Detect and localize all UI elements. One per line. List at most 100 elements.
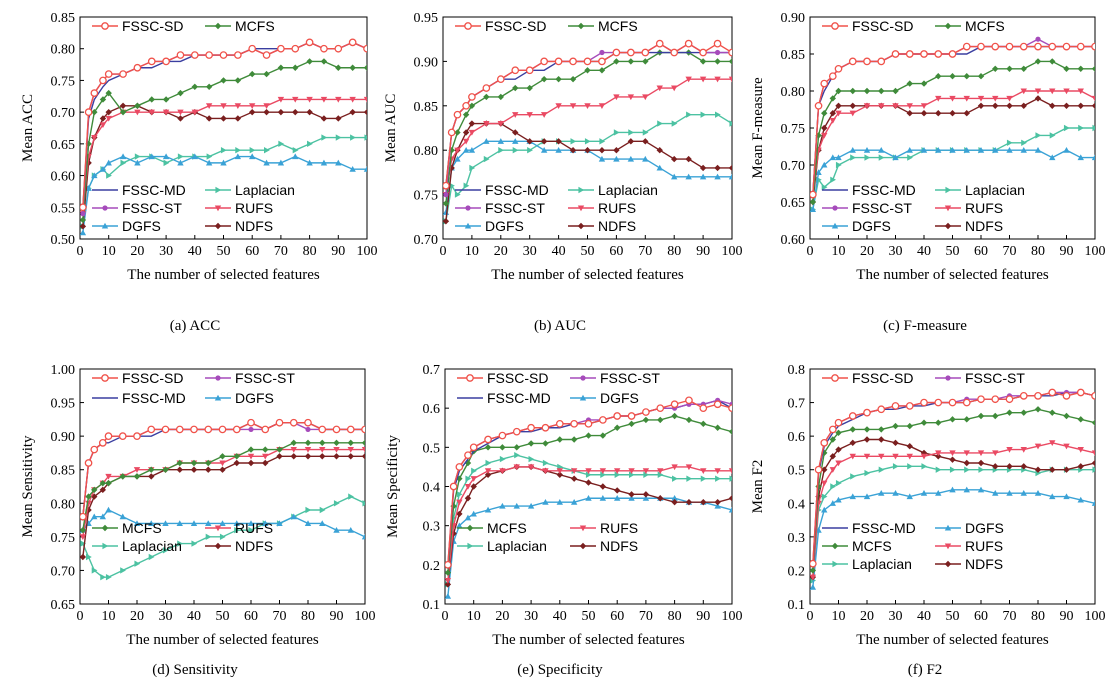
series-layer bbox=[445, 396, 732, 599]
point-fssc-sd bbox=[80, 512, 87, 521]
point-fssc-sd bbox=[728, 48, 732, 57]
point-dgfs bbox=[513, 502, 520, 509]
point-rufs bbox=[247, 453, 255, 460]
legend-item-rufs: RUFS bbox=[935, 538, 1003, 554]
point-fssc-sd bbox=[612, 48, 621, 57]
point-fssc-sd bbox=[161, 425, 170, 434]
point-laplacian bbox=[1006, 139, 1013, 146]
point-fssc-st bbox=[80, 211, 86, 217]
point-laplacian bbox=[249, 147, 256, 154]
point-rufs bbox=[191, 109, 198, 116]
x-tick-label: 30 bbox=[159, 244, 173, 259]
point-laplacian bbox=[585, 471, 592, 478]
legend-marker bbox=[831, 22, 839, 30]
point-mcfs bbox=[306, 58, 313, 65]
panel-caption: (a) ACC bbox=[170, 318, 220, 334]
x-tick-label: 40 bbox=[188, 244, 202, 259]
point-rufs bbox=[85, 153, 92, 160]
point-fssc-sd bbox=[261, 425, 270, 434]
point-laplacian bbox=[949, 466, 956, 473]
point-dgfs bbox=[277, 159, 285, 166]
point-fssc-sd bbox=[814, 101, 823, 110]
legend-item-fssc-sd: FSSC-SD bbox=[92, 370, 183, 386]
point-dgfs bbox=[1077, 154, 1084, 161]
point-ndfs bbox=[935, 110, 942, 117]
point-rufs bbox=[627, 94, 635, 101]
y-tick-label: 1.00 bbox=[51, 363, 76, 378]
point-ndfs bbox=[247, 459, 255, 467]
point-mcfs bbox=[570, 436, 578, 443]
x-tick-label: 10 bbox=[102, 609, 116, 624]
point-laplacian bbox=[671, 120, 678, 127]
legend-marker bbox=[466, 524, 474, 532]
point-fssc-sd bbox=[583, 57, 592, 66]
point-dgfs bbox=[935, 490, 942, 496]
point-ndfs bbox=[570, 475, 578, 482]
point-rufs bbox=[555, 103, 562, 109]
point-laplacian bbox=[672, 475, 678, 482]
point-rufs bbox=[585, 468, 592, 475]
point-fssc-sd bbox=[1062, 42, 1071, 51]
x-tick-label: 0 bbox=[440, 244, 447, 259]
point-rufs bbox=[448, 156, 455, 163]
point-fssc-sd bbox=[119, 70, 127, 78]
point-rufs bbox=[835, 460, 842, 467]
legend-item-mcfs: MCFS bbox=[205, 18, 275, 34]
point-rufs bbox=[949, 450, 956, 457]
legend-item-laplacian: Laplacian bbox=[457, 538, 547, 554]
point-mcfs bbox=[512, 84, 519, 92]
point-dgfs bbox=[454, 155, 461, 162]
legend-item-ndfs: NDFS bbox=[568, 218, 636, 234]
point-fssc-sd bbox=[820, 79, 829, 88]
chart-panel-6: 0 10 20 30 40 50 60 70 80 90 100 0.1 0.2 0.3 0.4 0.5 0.6… bbox=[750, 363, 1106, 678]
point-dgfs bbox=[119, 153, 127, 160]
point-laplacian bbox=[177, 153, 184, 160]
point-dgfs bbox=[1063, 147, 1070, 153]
point-dgfs bbox=[835, 154, 842, 161]
point-rufs bbox=[570, 468, 578, 475]
point-laplacian bbox=[134, 153, 141, 160]
point-rufs bbox=[497, 121, 504, 127]
point-dgfs bbox=[570, 498, 578, 505]
point-laplacian bbox=[485, 459, 492, 467]
legend-item-mcfs: MCFS bbox=[568, 18, 638, 34]
point-mcfs bbox=[347, 439, 354, 447]
point-rufs bbox=[863, 453, 871, 460]
point-mcfs bbox=[276, 446, 283, 453]
point-laplacian bbox=[1078, 124, 1084, 132]
point-ndfs bbox=[540, 138, 548, 145]
point-dgfs bbox=[306, 159, 313, 166]
point-ndfs bbox=[1063, 102, 1070, 109]
point-rufs bbox=[335, 96, 342, 103]
point-rufs bbox=[304, 447, 312, 453]
point-ndfs bbox=[234, 115, 242, 122]
point-ndfs bbox=[262, 459, 269, 467]
point-fssc-st bbox=[305, 426, 311, 433]
point-mcfs bbox=[304, 439, 312, 447]
point-dgfs bbox=[220, 159, 227, 166]
point-fssc-sd bbox=[820, 439, 829, 447]
legend-label: RUFS bbox=[235, 200, 273, 216]
point-ndfs bbox=[347, 453, 354, 460]
point-ndfs bbox=[556, 471, 563, 478]
point-fssc-sd bbox=[1048, 388, 1057, 397]
point-dgfs bbox=[304, 520, 312, 526]
point-mcfs bbox=[148, 466, 155, 473]
y-tick-label: 0.8 bbox=[788, 363, 806, 378]
point-mcfs bbox=[443, 200, 450, 207]
point-dgfs bbox=[191, 153, 198, 160]
point-laplacian bbox=[471, 467, 477, 475]
point-fssc-sd bbox=[527, 423, 535, 432]
x-tick-label: 40 bbox=[917, 609, 931, 624]
legend-item-ndfs: NDFS bbox=[570, 538, 638, 554]
x-tick-label: 60 bbox=[974, 244, 988, 259]
point-fssc-sd bbox=[1048, 42, 1057, 51]
point-fssc-sd bbox=[920, 50, 928, 58]
point-mcfs bbox=[483, 93, 490, 101]
point-laplacian bbox=[499, 455, 506, 463]
point-fssc-sd bbox=[1091, 392, 1095, 400]
point-dgfs bbox=[247, 520, 255, 526]
point-fssc-sd bbox=[1005, 395, 1014, 404]
legend-label: FSSC-SD bbox=[852, 370, 913, 386]
point-rufs bbox=[1006, 447, 1013, 453]
